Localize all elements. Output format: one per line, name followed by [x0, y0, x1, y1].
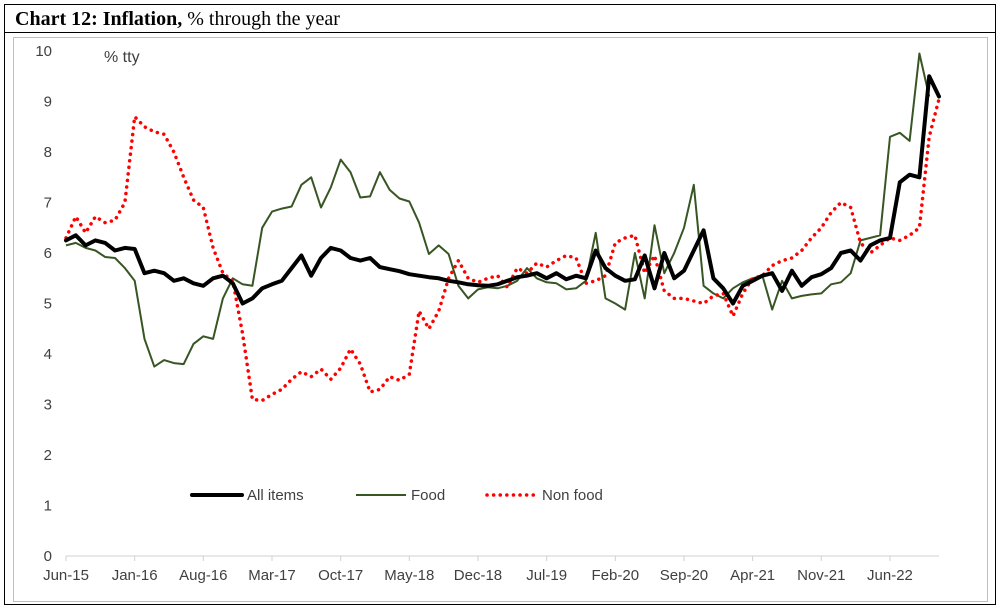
legend-label: Non food	[542, 487, 603, 504]
y-tick-label: 1	[44, 498, 52, 515]
y-tick-label: 6	[44, 245, 52, 262]
x-tick-label: Sep-20	[660, 567, 708, 584]
chart-title-rest: % through the year	[182, 8, 340, 30]
x-tick-label: May-18	[384, 567, 434, 584]
series-line-all-items	[64, 74, 941, 306]
y-tick-label: 10	[35, 43, 52, 60]
legend-label: All items	[247, 487, 304, 504]
series-line-food	[65, 52, 931, 368]
unit-label: % tty	[104, 49, 140, 66]
legend-label: Food	[411, 487, 445, 504]
y-tick-label: 2	[44, 447, 52, 464]
x-tick-label: Dec-18	[454, 567, 502, 584]
y-tick-label: 7	[44, 195, 52, 212]
x-tick-label: Nov-21	[797, 567, 845, 584]
y-tick-label: 4	[44, 346, 52, 363]
series-line-non-food	[64, 97, 941, 403]
x-tick-label: Aug-16	[179, 567, 227, 584]
x-tick-label: Jun-22	[867, 567, 913, 584]
x-tick-label: Mar-17	[248, 567, 296, 584]
y-tick-label: 0	[44, 548, 52, 565]
x-tick-label: Apr-21	[730, 567, 775, 584]
x-axis: Jun-15 Jan-16 Aug-16 Mar-17 Oct-17 May-18 Dec-…	[43, 556, 913, 584]
plot-area: % tty 0 1 2 3 4 5 6 7 8 9 10 Jun-15 Jan-16 Aug-16 Mar…	[13, 37, 988, 602]
y-tick-label: 8	[44, 144, 52, 161]
x-tick-label: Oct-17	[318, 567, 363, 584]
y-tick-label: 3	[44, 397, 52, 414]
series-lines	[64, 52, 941, 403]
y-tick-label: 9	[44, 94, 52, 111]
x-tick-label: Jul-19	[526, 567, 567, 584]
x-tick-label: Jun-15	[43, 567, 89, 584]
x-tick-label: Feb-20	[592, 567, 640, 584]
y-axis: 0 1 2 3 4 5 6 7 8 9 10	[35, 43, 52, 565]
y-tick-label: 5	[44, 296, 52, 313]
x-tick-label: Jan-16	[112, 567, 158, 584]
chart-frame: Chart 12: Inflation, % through the year …	[4, 4, 996, 605]
legend: All items Food Non food	[190, 487, 603, 504]
line-chart: % tty 0 1 2 3 4 5 6 7 8 9 10 Jun-15 Jan-16 Aug-16 Mar…	[35, 43, 941, 584]
chart-title: Chart 12: Inflation, % through the year	[5, 5, 995, 33]
chart-title-bold: Chart 12: Inflation,	[15, 8, 183, 30]
